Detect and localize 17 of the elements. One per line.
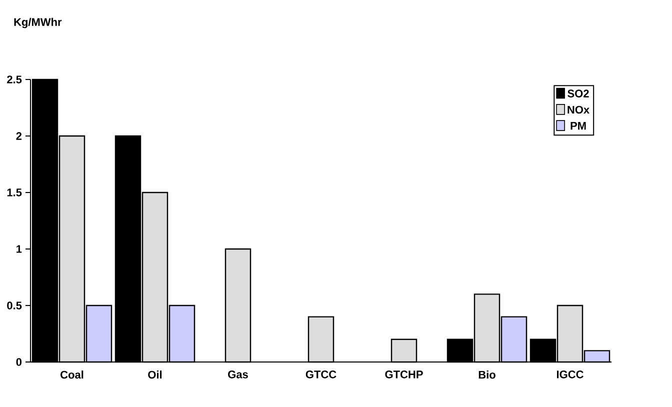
x-tick-label: Gas [228, 370, 248, 378]
y-tick-label: 1.5 [7, 188, 22, 196]
x-tick-label: Coal [60, 370, 84, 379]
y-tick-label: 1 [16, 245, 22, 253]
x-tick-label: IGCC [556, 370, 584, 378]
legend-label: NOx [568, 106, 590, 114]
x-tick-label: Bio [478, 370, 496, 379]
y-axis-title: Kg/MWhr [14, 18, 62, 28]
x-tick-label: GTCC [306, 370, 336, 378]
legend-label: SO2 [568, 90, 589, 98]
x-tick-label: Oil [148, 370, 162, 379]
y-tick-label: 0 [16, 358, 22, 366]
y-tick-label: 0.5 [7, 302, 22, 310]
y-tick-label: 2 [16, 132, 22, 140]
y-tick-label: 2.5 [7, 76, 22, 84]
legend-label: PM [570, 122, 586, 130]
x-tick-label: GTCHP [385, 370, 423, 378]
